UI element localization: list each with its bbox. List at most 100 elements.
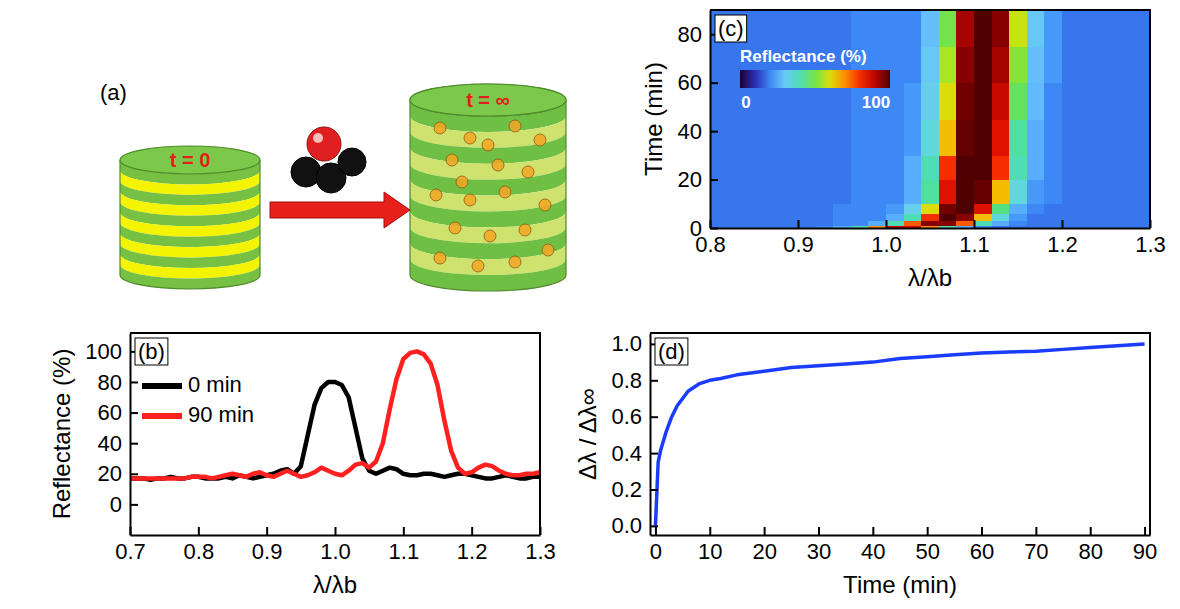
heatmap-cell (1009, 213, 1027, 221)
heatmap-cell (1080, 46, 1098, 83)
tick: 80 (98, 370, 138, 395)
particle (484, 230, 496, 242)
heatmap-cell (851, 155, 869, 180)
y-axis-title: Δλ / Δλ∞ (574, 388, 601, 480)
tick-label: 40 (98, 431, 122, 456)
molecule (291, 127, 366, 193)
heatmap-cell (1132, 204, 1150, 214)
tick-label: 0.2 (611, 477, 642, 502)
heatmap-cell (710, 221, 728, 226)
heatmap-cell (1097, 83, 1115, 120)
heatmap-cell (763, 83, 781, 120)
tick-label: 70 (1024, 539, 1048, 564)
legend-swatch (142, 383, 182, 389)
heatmap-cell (1115, 46, 1133, 83)
heatmap-cell (763, 180, 781, 205)
heatmap-cell (798, 10, 816, 47)
tick-label: 20 (678, 167, 702, 192)
plot-frame (710, 10, 1150, 228)
tick-label: 60 (98, 400, 122, 425)
legend-item: 90 min (142, 402, 254, 427)
legend-label: 0 min (188, 372, 242, 397)
heatmap-cell (904, 204, 922, 214)
cylinder-after: t = ∞ (410, 84, 566, 291)
heatmap-cell (974, 46, 992, 83)
heatmap-cell (939, 10, 957, 47)
tick-label: 20 (752, 539, 776, 564)
particle (449, 222, 461, 234)
heatmap-cell (956, 83, 974, 120)
tick-label: 1.3 (525, 539, 556, 564)
tick-mark (1144, 527, 1146, 535)
heatmap-cell (921, 83, 939, 120)
heatmap-cell (956, 213, 974, 221)
tick-label: 60 (678, 70, 702, 95)
tick-mark (650, 416, 658, 418)
heatmap-cell (833, 119, 851, 156)
heatmap-cell (833, 213, 851, 221)
x-axis-title: λ/λb (908, 264, 952, 291)
heatmap-cell (851, 119, 869, 156)
tick-label: 0.8 (611, 368, 642, 393)
tick-mark (130, 381, 138, 383)
heatmap-cell (780, 10, 798, 47)
heatmap-cell (728, 119, 746, 156)
heatmap-cell (1115, 180, 1133, 205)
particle (464, 132, 476, 144)
heatmap-cell (904, 83, 922, 120)
plot-frame (130, 333, 540, 535)
heatmap-cell (745, 119, 763, 156)
y-axis-line (650, 334, 652, 536)
tick-mark (198, 527, 200, 535)
x-axis-line (711, 228, 1151, 230)
heatmap-cell (1115, 83, 1133, 120)
tick: 20 (752, 527, 776, 564)
heatmap-cell (1044, 213, 1062, 221)
heatmap-cell (886, 213, 904, 221)
heatmap-cell (780, 204, 798, 214)
heatmap-cell (992, 119, 1010, 156)
heatmap-cell (780, 180, 798, 205)
tick-mark (650, 453, 658, 455)
heatmap-cell (1132, 180, 1150, 205)
x-axis: 0102030405060708090 (650, 527, 1157, 564)
atom (307, 127, 341, 161)
heatmap-cell (1044, 10, 1062, 47)
heatmap-cell (868, 10, 886, 47)
tick: 1.0 (871, 220, 902, 257)
plot-frame (650, 333, 1150, 535)
heatmap-cell (921, 46, 939, 83)
heatmap-cell (851, 10, 869, 47)
heatmap-cell (1027, 221, 1045, 226)
heatmap-cell (868, 204, 886, 214)
heatmap-cell (939, 221, 957, 226)
heatmap-cell (1044, 180, 1062, 205)
heatmap-cell (1009, 119, 1027, 156)
particle (482, 139, 494, 151)
tick: 1.2 (457, 527, 488, 564)
tick-label: 0.4 (611, 441, 642, 466)
heatmap-cell (956, 10, 974, 47)
heatmap-cell (728, 155, 746, 180)
tick-label: 0.9 (252, 539, 283, 564)
heatmap-cell (1009, 83, 1027, 120)
cylinder-outline (120, 160, 260, 289)
heatmap-cell (798, 155, 816, 180)
heatmap-cell (939, 119, 957, 156)
heatmap-cell (1027, 180, 1045, 205)
heatmap-cell (904, 155, 922, 180)
tick-mark (1062, 220, 1064, 228)
heatmap-cell (1115, 10, 1133, 47)
particle (509, 120, 521, 132)
tick-mark (130, 412, 138, 414)
heatmap-cell (1009, 10, 1027, 47)
tick: 1.0 (320, 527, 351, 564)
tick-label: 0 (650, 539, 662, 564)
heatmap-cell (974, 155, 992, 180)
tick-mark (927, 527, 929, 535)
x-axis-line (651, 535, 1151, 537)
cylinder-band (410, 243, 566, 275)
heatmap-cell (1062, 180, 1080, 205)
heatmap-cell (745, 204, 763, 214)
cylinder-top (120, 146, 260, 174)
